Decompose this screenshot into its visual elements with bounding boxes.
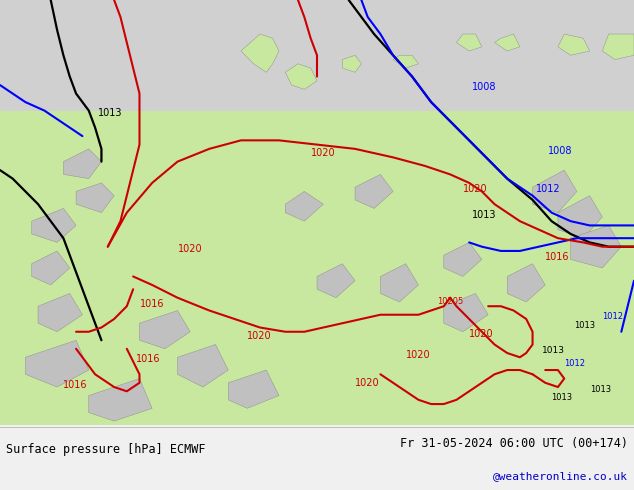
Text: 1008: 1008 <box>548 146 573 156</box>
Polygon shape <box>456 34 482 51</box>
Polygon shape <box>342 55 361 73</box>
Polygon shape <box>558 196 602 238</box>
Polygon shape <box>38 294 82 332</box>
Polygon shape <box>444 294 488 332</box>
Polygon shape <box>32 251 70 285</box>
Bar <box>0 0 634 111</box>
Polygon shape <box>393 55 418 68</box>
Text: 1020: 1020 <box>355 378 380 388</box>
Text: 1016: 1016 <box>139 299 164 309</box>
Polygon shape <box>25 340 89 387</box>
Text: 1013: 1013 <box>98 108 123 118</box>
Polygon shape <box>533 170 577 213</box>
Text: 1012: 1012 <box>602 312 623 321</box>
Polygon shape <box>558 34 590 55</box>
Polygon shape <box>89 379 152 421</box>
Polygon shape <box>444 243 482 276</box>
Polygon shape <box>285 192 323 221</box>
Polygon shape <box>228 370 279 408</box>
Text: Fr 31-05-2024 06:00 UTC (00+174): Fr 31-05-2024 06:00 UTC (00+174) <box>399 437 628 450</box>
Polygon shape <box>602 34 634 60</box>
Text: 1016: 1016 <box>63 380 88 390</box>
Text: 1016: 1016 <box>545 252 570 262</box>
Polygon shape <box>317 264 355 298</box>
Text: 1013: 1013 <box>590 385 611 393</box>
Polygon shape <box>139 311 190 349</box>
Text: 1013: 1013 <box>542 346 565 355</box>
Text: 1008: 1008 <box>472 82 497 92</box>
Text: 1013: 1013 <box>472 210 497 220</box>
Polygon shape <box>495 34 520 51</box>
Text: 1020: 1020 <box>406 350 430 360</box>
Polygon shape <box>285 64 317 89</box>
Text: 1020: 1020 <box>469 329 494 339</box>
Polygon shape <box>241 34 279 73</box>
Text: 1020: 1020 <box>178 244 202 254</box>
Text: 10205: 10205 <box>437 297 463 306</box>
Text: @weatheronline.co.uk: @weatheronline.co.uk <box>493 471 628 481</box>
Text: 1020: 1020 <box>463 184 488 194</box>
Text: Surface pressure [hPa] ECMWF: Surface pressure [hPa] ECMWF <box>6 443 206 456</box>
Polygon shape <box>571 225 621 268</box>
Polygon shape <box>76 183 114 213</box>
Text: 1013: 1013 <box>552 393 573 402</box>
Text: 1020: 1020 <box>247 331 272 341</box>
Polygon shape <box>507 264 545 302</box>
Polygon shape <box>32 208 76 243</box>
Polygon shape <box>178 344 228 387</box>
Text: 1012: 1012 <box>564 359 585 368</box>
Polygon shape <box>63 149 101 179</box>
Text: 1013: 1013 <box>574 321 595 330</box>
Polygon shape <box>355 174 393 208</box>
Text: 1016: 1016 <box>136 354 161 365</box>
Text: 1012: 1012 <box>536 184 560 194</box>
Text: 1020: 1020 <box>311 148 335 158</box>
Polygon shape <box>380 264 418 302</box>
